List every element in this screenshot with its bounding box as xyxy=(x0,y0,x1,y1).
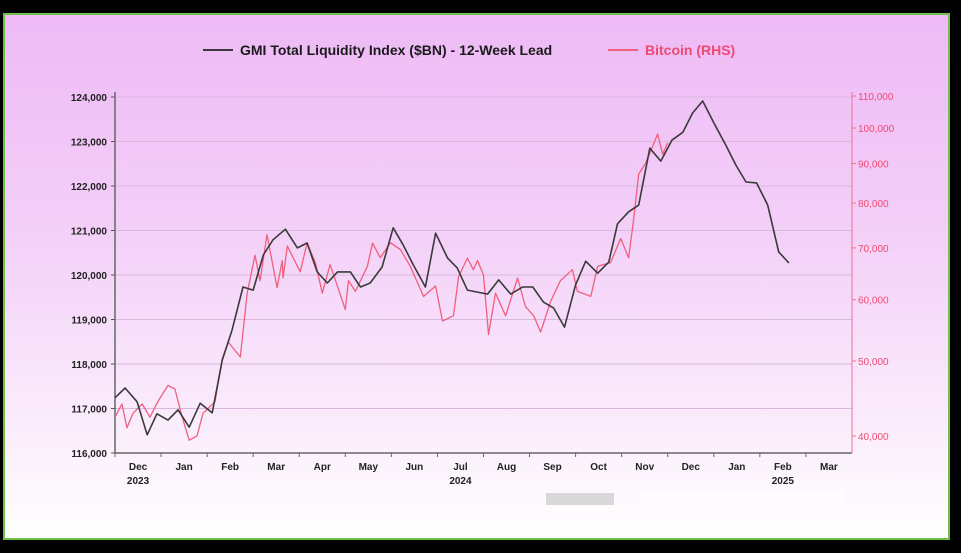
x-axis-tick-label: Sep xyxy=(543,462,561,473)
legend-item-bitcoin: Bitcoin (RHS) xyxy=(608,42,735,58)
right-axis-tick-label: 60,000 xyxy=(858,296,889,307)
left-axis-tick-label: 121,000 xyxy=(71,227,108,238)
chart-panel xyxy=(3,13,950,540)
redacted-area xyxy=(546,493,614,505)
x-axis-tick-label: Apr xyxy=(314,462,331,473)
left-axis-tick-label: 120,000 xyxy=(71,271,108,282)
x-axis-tick-label: Mar xyxy=(267,462,285,473)
left-axis-tick-label: 124,000 xyxy=(71,93,108,104)
left-axis-tick-label: 119,000 xyxy=(71,316,107,327)
left-axis-tick-label: 117,000 xyxy=(71,405,107,416)
x-axis-tick-label: Aug xyxy=(497,462,516,473)
right-axis-tick-label: 70,000 xyxy=(858,244,889,255)
right-axis-tick-label: 80,000 xyxy=(858,199,889,210)
x-axis-tick-label: Feb xyxy=(774,462,792,473)
legend-item-gmi: GMI Total Liquidity Index ($BN) - 12-Wee… xyxy=(203,42,552,58)
x-axis-tick-label: Nov xyxy=(635,462,654,473)
right-axis-tick-label: 50,000 xyxy=(858,357,889,368)
x-axis-tick-label: Jul xyxy=(453,462,468,473)
x-axis-tick-label: Dec xyxy=(129,462,148,473)
legend-swatch-gmi xyxy=(203,49,233,51)
x-axis-tick-label: Oct xyxy=(590,462,607,473)
x-axis-tick-label: Jun xyxy=(405,462,423,473)
x-axis-year-label: 2025 xyxy=(772,476,795,487)
legend-label-gmi: GMI Total Liquidity Index ($BN) - 12-Wee… xyxy=(240,42,553,58)
legend-label-bitcoin: Bitcoin (RHS) xyxy=(645,42,736,58)
legend-swatch-bitcoin xyxy=(608,49,638,51)
x-axis-year-label: 2024 xyxy=(449,476,472,487)
left-axis-tick-label: 122,000 xyxy=(71,182,108,193)
right-axis-tick-label: 40,000 xyxy=(858,432,889,443)
x-axis-year-label: 2023 xyxy=(127,476,150,487)
x-axis-tick-label: May xyxy=(359,462,379,473)
x-axis-tick-label: Mar xyxy=(820,462,838,473)
x-axis-tick-label: Jan xyxy=(175,462,192,473)
redacted-area xyxy=(640,490,845,502)
bitcoin-line xyxy=(114,133,669,441)
gmi-liquidity-line xyxy=(114,100,790,436)
right-axis-tick-label: 100,000 xyxy=(858,124,895,135)
x-axis-tick-label: Jan xyxy=(728,462,745,473)
right-axis-tick-label: 110,000 xyxy=(858,92,894,103)
left-axis-tick-label: 123,000 xyxy=(71,138,108,149)
left-axis-tick-label: 118,000 xyxy=(71,360,107,371)
x-axis-tick-label: Dec xyxy=(682,462,701,473)
x-axis-tick-label: Feb xyxy=(221,462,239,473)
left-axis-tick-label: 116,000 xyxy=(71,449,107,460)
right-axis-tick-label: 90,000 xyxy=(858,159,889,170)
